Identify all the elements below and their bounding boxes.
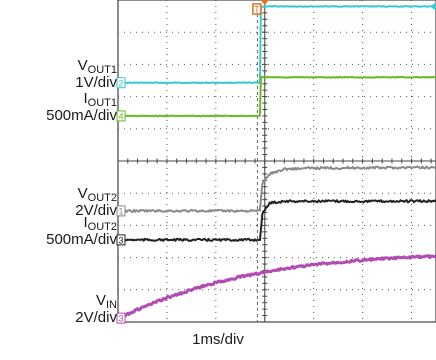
label-symbol: V: [77, 56, 88, 74]
trace-vin: 3: [116, 254, 436, 324]
trace-iout2: 3: [116, 199, 436, 246]
trace-line: [117, 199, 436, 242]
label-symbol: I: [83, 89, 88, 107]
label-subscript: OUT2: [87, 220, 117, 233]
label-scale: 2V/div: [75, 309, 117, 327]
x-axis-label: 1ms/div: [192, 331, 244, 348]
trace-iout1: 4: [116, 75, 436, 122]
label-vout1: VOUT1 1V/div: [75, 57, 117, 91]
label-scale: 2V/div: [75, 201, 117, 219]
channel-marker-label: 3: [118, 314, 123, 324]
label-symbol: I: [83, 213, 88, 231]
label-symbol: V: [95, 292, 106, 310]
trace-line: [116, 254, 436, 321]
channel-marker: [116, 312, 126, 324]
label-subscript: OUT1: [87, 63, 117, 76]
label-vout2: VOUT2 2V/div: [75, 185, 117, 219]
label-iout2: IOUT2 500mA/div: [46, 214, 117, 248]
trigger-marker: [252, 3, 262, 15]
channel-marker-label: 4: [118, 111, 123, 121]
channel-marker-label: 3: [118, 235, 123, 245]
label-scale: 500mA/div: [46, 106, 117, 124]
channel-marker: [116, 205, 126, 217]
trace-line: [117, 165, 436, 213]
grid: [117, 0, 436, 323]
channel-marker-label: 1: [118, 206, 123, 216]
channel-marker: [116, 234, 126, 246]
trace-vout1: 2: [116, 5, 436, 89]
label-subscript: OUT1: [87, 96, 117, 109]
trigger-position-arrow: [260, 0, 269, 5]
channel-marker: [116, 77, 126, 89]
label-scale: 1V/div: [75, 73, 117, 91]
label-iout1: IOUT1 500mA/div: [46, 90, 117, 124]
label-scale: 500mA/div: [46, 230, 117, 248]
label-subscript: IN: [106, 299, 117, 312]
channel-marker: [116, 110, 126, 122]
trace-line: [118, 5, 436, 85]
label-subscript: OUT2: [87, 191, 117, 204]
channel-marker-label: 2: [118, 78, 123, 88]
trigger-level-marker: [430, 2, 436, 11]
trace-line: [117, 75, 436, 118]
label-symbol: V: [77, 184, 88, 202]
trace-vout2: 1: [116, 165, 436, 217]
trigger-marker-label: T: [254, 5, 260, 15]
label-vin: VIN 2V/div: [75, 292, 117, 326]
